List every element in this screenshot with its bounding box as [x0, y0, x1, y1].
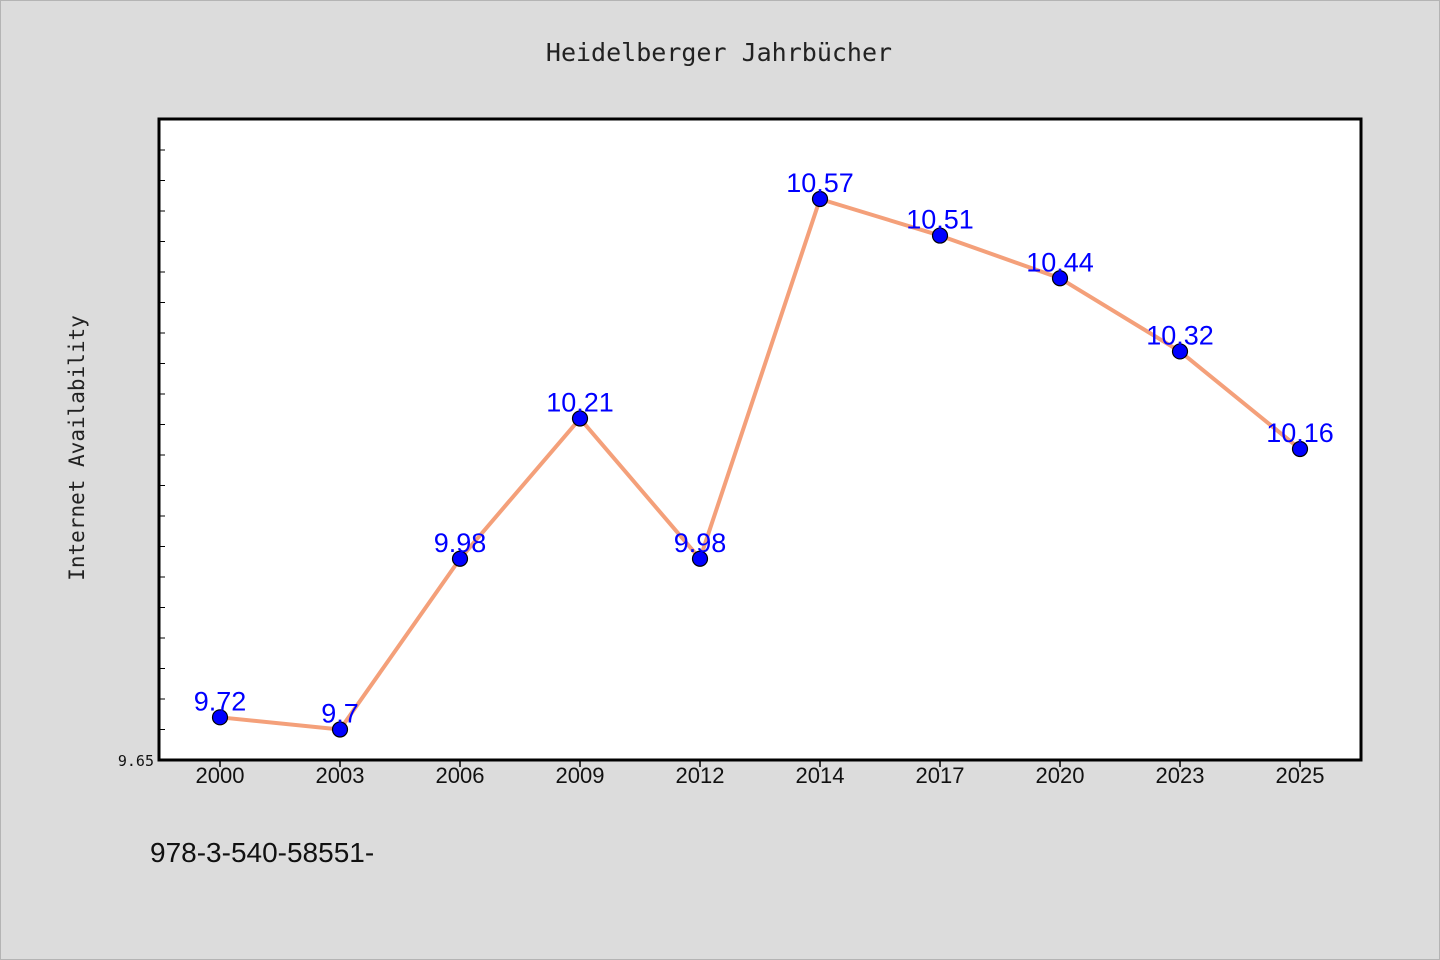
data-point	[811, 190, 829, 208]
data-label: 10.44	[1026, 247, 1094, 277]
footer-text: 978-3-540-58551-	[150, 837, 374, 868]
data-point	[211, 709, 229, 726]
series-line	[218, 197, 1302, 732]
x-tick-label: 2025	[1276, 763, 1325, 788]
data-point	[331, 721, 349, 738]
x-tick-label: 2009	[556, 763, 605, 788]
data-point	[1051, 270, 1069, 287]
y-tick-label: 9.65	[118, 752, 154, 770]
data-label: 10.16	[1266, 418, 1334, 448]
y-axis-label: Internet Availability	[65, 315, 89, 581]
data-label: 10.21	[546, 388, 614, 418]
chart-title: Heidelberger Jahrbücher	[546, 38, 892, 67]
data-point	[571, 410, 589, 427]
x-tick-label: 2012	[676, 763, 725, 788]
x-tick-label: 2020	[1036, 763, 1085, 788]
data-markers	[211, 190, 1309, 738]
data-point	[931, 227, 949, 244]
data-label: 9.98	[434, 528, 487, 558]
x-tick-label: 2006	[436, 763, 485, 788]
x-tick-label: 2000	[196, 763, 245, 788]
x-axis-ticks: 2000 2003 2006 2009 2012 2014 2017 2020 2023 2025	[196, 760, 1325, 788]
plot-area	[157, 117, 1363, 762]
series-line-group	[218, 197, 1302, 732]
data-label: 10.32	[1146, 320, 1214, 350]
data-labels: 9.72 9.7 9.98 10.21 9.98 10.57 10.51 10.44 10.32…	[194, 168, 1334, 729]
x-tick-label: 2017	[916, 763, 965, 788]
data-point	[1291, 440, 1309, 458]
data-label: 9.98	[674, 528, 727, 558]
data-point	[1171, 343, 1189, 360]
y-axis-ticks	[159, 149, 165, 761]
x-tick-label: 2023	[1156, 763, 1205, 788]
data-label: 10.51	[906, 205, 974, 235]
data-point	[451, 550, 469, 567]
data-label: 10.57	[786, 168, 854, 198]
data-label: 9.7	[321, 699, 359, 729]
data-label: 9.72	[194, 686, 247, 716]
x-tick-label: 2003	[316, 763, 365, 788]
x-tick-label: 2014	[796, 763, 845, 788]
data-point	[691, 550, 709, 567]
